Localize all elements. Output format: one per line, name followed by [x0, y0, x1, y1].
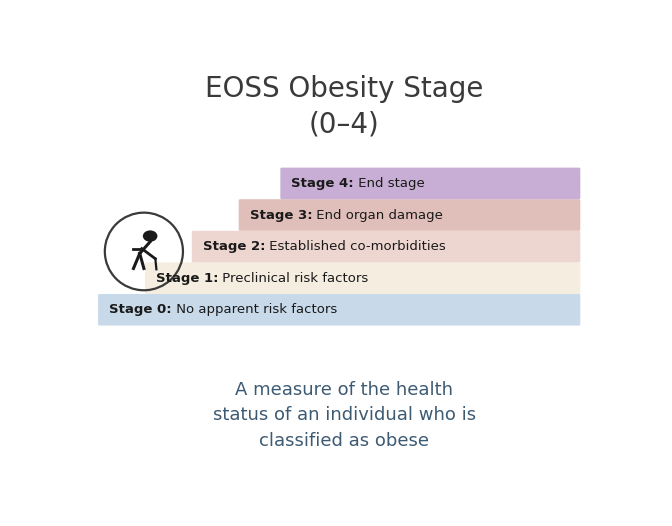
Text: EOSS Obesity Stage
(0–4): EOSS Obesity Stage (0–4) [205, 75, 484, 139]
FancyBboxPatch shape [98, 294, 581, 326]
FancyBboxPatch shape [280, 168, 581, 199]
Text: Stage 2:: Stage 2: [203, 240, 265, 253]
Text: No apparent risk factors: No apparent risk factors [171, 304, 337, 316]
FancyBboxPatch shape [145, 262, 581, 294]
Text: Stage 1:: Stage 1: [156, 272, 218, 285]
Circle shape [143, 230, 157, 242]
Text: End stage: End stage [354, 177, 425, 190]
Text: Stage 0:: Stage 0: [109, 304, 171, 316]
Text: Stage 3:: Stage 3: [249, 208, 312, 221]
FancyBboxPatch shape [192, 231, 581, 262]
Text: Established co-morbidities: Established co-morbidities [265, 240, 446, 253]
FancyBboxPatch shape [239, 199, 581, 231]
Text: End organ damage: End organ damage [312, 208, 443, 221]
Text: A measure of the health
status of an individual who is
classified as obese: A measure of the health status of an ind… [213, 381, 476, 450]
Text: Preclinical risk factors: Preclinical risk factors [218, 272, 369, 285]
Text: Stage 4:: Stage 4: [291, 177, 354, 190]
